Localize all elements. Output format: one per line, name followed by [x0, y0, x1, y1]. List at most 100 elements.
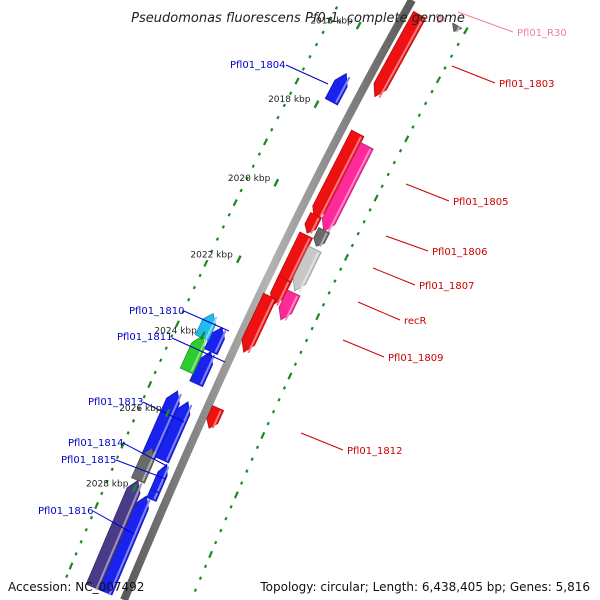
- kbp-tick: [164, 408, 171, 418]
- outer-tick-mark: [411, 125, 415, 129]
- gene-feature-unlabeled-highlight: [310, 217, 320, 234]
- inner-tick-mark: [327, 16, 333, 24]
- kbp-tick: [200, 331, 206, 340]
- gene-feature-pfl01-1813-highlight: [152, 393, 182, 458]
- tick-marks: [65, 6, 469, 592]
- kbp-label: 2016 kbp: [310, 17, 353, 27]
- gene-feature-pfl01-1803-highlight: [378, 18, 424, 98]
- kbp-label: 2026 kbp: [119, 404, 162, 414]
- gene-feature-pfl01-1810-highlight: [205, 316, 218, 339]
- gene-label-pfl01-r30[interactable]: Pfl01_R30: [517, 28, 567, 39]
- gene-feature-pfl01-1803[interactable]: [373, 10, 427, 98]
- gene-label-pfl01-1816[interactable]: Pfl01_1816: [38, 506, 94, 517]
- gene-feature-unlabeled[interactable]: [312, 129, 365, 220]
- inner-tick-mark: [105, 479, 109, 484]
- outer-tick-mark: [219, 528, 223, 533]
- map-title: Pseudomonas fluorescens Pf0-1, complete …: [131, 11, 465, 26]
- inner-tick-mark: [174, 320, 180, 328]
- inner-tick-mark: [221, 225, 225, 229]
- gene-feature-unlabeled-highlight: [166, 404, 193, 461]
- inner-tick-mark: [257, 152, 262, 156]
- outer-tick-mark: [449, 54, 454, 59]
- outer-tick-mark: [293, 362, 298, 366]
- gene-feature-pfl01-1811[interactable]: [179, 335, 205, 375]
- leader-line-pfl01-1811: [171, 337, 226, 363]
- gene-label-pfl01-1809[interactable]: Pfl01_1809: [388, 353, 444, 364]
- gene-label-pfl01-1807[interactable]: Pfl01_1807: [419, 281, 475, 292]
- outer-tick-mark: [356, 231, 360, 236]
- inner-tick-mark: [142, 394, 146, 399]
- gene-feature-pfl01-1809[interactable]: [241, 292, 277, 353]
- gene-label-pfl01-1803[interactable]: Pfl01_1803: [499, 79, 555, 90]
- outer-tick-mark: [404, 135, 410, 143]
- leader-line-pfl01-1814: [122, 442, 168, 467]
- outer-tick-mark: [443, 66, 447, 70]
- inner-tick-mark: [245, 176, 249, 181]
- gene-label-pfl01-1806[interactable]: Pfl01_1806: [432, 247, 488, 258]
- kbp-scale-labels: 2016 kbp 2018 kbp 2020 kbp 2022 kbp 2024 kbp…: [86, 17, 362, 493]
- outer-tick-mark: [250, 457, 254, 462]
- inner-tick-mark: [276, 115, 280, 120]
- leader-line-pfl01-1803: [451, 65, 496, 84]
- inner-tick-mark: [84, 527, 88, 532]
- gene-feature-pfl01-1804-highlight: [335, 76, 351, 103]
- accession-label: Accession: NC_007492: [8, 580, 145, 594]
- leader-line-pfl01-1805: [405, 183, 450, 202]
- inner-tick-mark: [115, 455, 120, 460]
- inner-tick-mark: [308, 54, 312, 59]
- inner-tick-mark: [153, 370, 157, 375]
- outer-tick-mark: [208, 550, 213, 559]
- outer-tick-mark: [260, 431, 266, 440]
- inner-tick-mark: [181, 310, 185, 314]
- gene-labels: Pfl01_R30 Pfl01_1803 Pfl01_1804 Pfl01_1805 P…: [38, 28, 567, 517]
- outer-tick-mark: [224, 516, 228, 521]
- inner-tick-mark: [314, 42, 319, 47]
- gene-feature-pfl01-r30-highlight: [440, 17, 445, 23]
- outer-tick-mark: [333, 279, 337, 283]
- kbp-tick: [273, 178, 280, 187]
- topology-summary: Topology: circular; Length: 6,438,405 bp…: [260, 580, 590, 594]
- gene-label-pfl01-1810[interactable]: Pfl01_1810: [129, 306, 185, 317]
- outer-tick-mark: [214, 540, 218, 545]
- outer-tick-mark: [277, 397, 281, 402]
- inner-tick-mark: [170, 334, 174, 338]
- outer-tick-mark: [373, 194, 379, 202]
- outer-tick-mark: [386, 172, 390, 177]
- inner-tick-mark: [203, 259, 209, 267]
- leader-line-pfl01-1804: [285, 64, 329, 85]
- outer-tick-mark: [435, 76, 442, 84]
- gene-label-pfl01-1815[interactable]: Pfl01_1815: [61, 455, 117, 466]
- genome-backbone: [120, 0, 416, 600]
- leader-line-pfl01-1810: [183, 310, 230, 332]
- gene-feature-unlabeled-highlight: [214, 330, 227, 353]
- inner-tick-mark: [334, 6, 339, 10]
- inner-tick-mark: [294, 77, 300, 85]
- outer-tick-mark: [266, 421, 270, 426]
- leader-line-recr: [357, 301, 401, 321]
- outer-tick-mark: [193, 588, 197, 592]
- kbp-tick: [313, 100, 320, 109]
- gene-feature-recr-highlight: [284, 295, 298, 321]
- inner-tick-mark: [100, 491, 104, 496]
- kbp-label: 2018 kbp: [268, 95, 311, 105]
- outer-tick-mark: [271, 409, 276, 414]
- inner-tick-mark: [126, 431, 130, 435]
- leader-line-pfl01-1815: [115, 459, 167, 480]
- outer-tick-mark: [239, 481, 244, 485]
- inner-tick-mark: [239, 188, 243, 193]
- inner-tick-mark: [288, 91, 293, 96]
- gene-feature-pfl01-1815-highlight: [157, 466, 170, 492]
- gene-label-pfl01-1805[interactable]: Pfl01_1805: [453, 197, 509, 208]
- gene-label-pfl01-1812[interactable]: Pfl01_1812: [347, 446, 403, 457]
- gene-label-pfl01-1814[interactable]: Pfl01_1814: [68, 438, 124, 449]
- outer-tick-mark: [198, 576, 203, 581]
- label-leader-lines: [92, 11, 514, 535]
- leader-line-pfl01-1816: [92, 510, 135, 535]
- gene-label-pfl01-1804[interactable]: Pfl01_1804: [230, 60, 286, 71]
- inner-tick-mark: [282, 103, 286, 108]
- gene-label-recr[interactable]: recR: [404, 316, 427, 327]
- gene-label-pfl01-1813[interactable]: Pfl01_1813: [88, 397, 144, 408]
- gene-label-pfl01-1811[interactable]: Pfl01_1811: [117, 332, 173, 343]
- kbp-label: 2020 kbp: [228, 174, 271, 184]
